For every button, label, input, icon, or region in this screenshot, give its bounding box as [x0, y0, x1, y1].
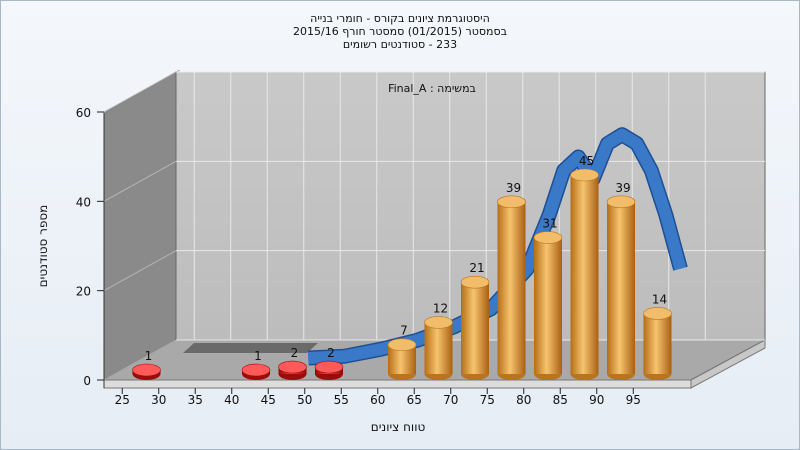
task-label: Final_A : במשימה	[388, 82, 476, 95]
chart-floor-side	[690, 339, 766, 389]
bar-body	[497, 201, 526, 374]
x-tick-label: 40	[224, 393, 239, 407]
bar-top	[132, 363, 161, 377]
bar-top	[533, 231, 563, 244]
bar: 7	[387, 324, 417, 380]
bar-value-label: 7	[400, 324, 408, 338]
bar: 2	[314, 346, 344, 380]
bar-top	[643, 307, 672, 320]
bar-value-label: 1	[254, 349, 262, 363]
y-tick-label: 40	[76, 195, 91, 209]
bar-body	[534, 237, 562, 374]
bar-value-label: 1	[145, 349, 153, 363]
x-tick-label: 70	[443, 393, 458, 407]
x-tick-label: 95	[626, 393, 641, 407]
bar-body	[607, 201, 635, 374]
gridline-wall	[103, 71, 177, 113]
gridline-wall	[103, 160, 177, 202]
x-tick-label: 90	[589, 393, 604, 407]
chart-ticks: 0 20 40 60 25 30 35 40 45 50 55 60 65 70 75 80 85 90 95	[76, 106, 641, 407]
bar-value-label: 45	[579, 154, 594, 168]
bar: 39	[497, 181, 526, 380]
bar-top	[387, 338, 417, 352]
x-tick-label: 45	[261, 393, 276, 407]
bar-top	[606, 195, 636, 209]
bar-value-label: 2	[327, 346, 335, 360]
bar-top	[497, 195, 526, 209]
bar-top	[570, 168, 599, 182]
bar-top	[241, 363, 271, 377]
y-axis-label: מספר סטודנטים	[36, 205, 50, 288]
x-tick-label: 25	[115, 393, 130, 407]
bar-value-label: 21	[469, 261, 484, 275]
bar-body	[424, 322, 453, 374]
bar-top	[314, 360, 344, 374]
bar-body	[570, 175, 599, 374]
bar: 1	[241, 349, 271, 380]
x-axis-label: טווח ציונים	[371, 420, 426, 434]
chart-title-line-3: 233 - סטודנטים רשומים	[342, 38, 458, 51]
chart-title-line-2: בסמסטר (01/2015) סמסטר חורף 2015/16	[293, 25, 507, 38]
gridline-wall	[103, 339, 177, 381]
bar-value-label: 39	[506, 181, 521, 195]
y-tick-label: 0	[83, 374, 91, 388]
bar: 31	[533, 217, 563, 380]
x-tick-label: 50	[297, 393, 312, 407]
bar: 39	[606, 181, 636, 380]
bar-value-label: 2	[291, 346, 299, 360]
x-tick-label: 80	[516, 393, 531, 407]
bar-value-label: 39	[615, 181, 630, 195]
x-tick-label: 30	[151, 393, 166, 407]
x-tick-label: 85	[553, 393, 568, 407]
x-tick-label: 55	[334, 393, 349, 407]
chart-title-line-1: היסטוגרמת ציונים בקורס - חומרי בנייה	[310, 12, 490, 25]
y-tick-label: 60	[76, 106, 91, 120]
chart-left-wall	[103, 71, 177, 381]
bar: 12	[424, 301, 453, 380]
x-tick-label: 75	[480, 393, 495, 407]
bar-top	[424, 316, 453, 329]
y-tick-label: 20	[76, 285, 91, 299]
bar: 2	[278, 346, 307, 380]
bar-value-label: 14	[652, 292, 667, 306]
x-tick-label: 35	[188, 393, 203, 407]
bar: 21	[460, 261, 490, 380]
bar-body	[461, 282, 489, 374]
x-tick-label: 65	[407, 393, 422, 407]
gridline-wall	[103, 250, 177, 292]
bar: 45	[570, 154, 599, 380]
bar-body	[643, 313, 672, 374]
bar-top	[278, 360, 307, 374]
bar: 1	[132, 349, 161, 380]
chart-floor-edge	[103, 379, 692, 389]
bar: 14	[643, 292, 672, 380]
bar-value-label: 31	[542, 217, 557, 231]
zero-ribbon	[183, 343, 318, 353]
bar-value-label: 12	[433, 301, 448, 315]
x-tick-label: 60	[370, 393, 385, 407]
bar-top	[460, 275, 490, 289]
